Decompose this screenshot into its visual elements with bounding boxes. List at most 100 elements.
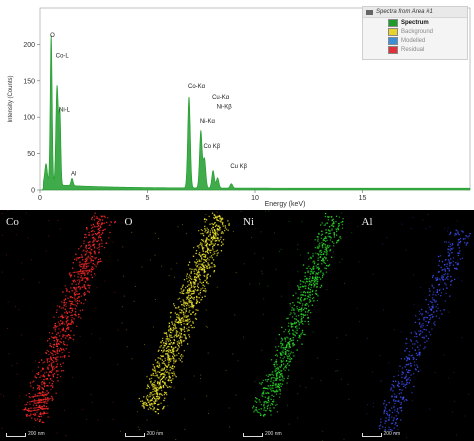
map-noise-dot	[146, 419, 148, 421]
map-signal-dot	[298, 334, 300, 337]
map-signal-dot	[280, 337, 283, 339]
map-signal-dot	[66, 312, 68, 314]
map-signal-dot	[440, 266, 442, 269]
map-signal-dot	[457, 233, 459, 235]
map-signal-dot	[225, 228, 227, 230]
legend-title: Spectra from Area #1	[376, 9, 433, 15]
map-signal-dot	[298, 314, 300, 317]
map-signal-dot	[165, 377, 167, 379]
map-signal-dot	[202, 290, 204, 292]
map-signal-dot	[97, 224, 99, 226]
map-signal-dot	[71, 301, 73, 303]
map-signal-dot	[159, 393, 161, 395]
map-signal-dot	[224, 225, 226, 227]
map-signal-dot	[200, 229, 202, 231]
map-signal-dot	[399, 403, 402, 405]
map-signal-dot	[72, 280, 74, 282]
map-signal-dot	[190, 286, 192, 289]
map-noise-dot	[398, 402, 400, 403]
map-signal-dot	[445, 277, 447, 279]
map-signal-dot	[172, 349, 174, 351]
map-signal-dot	[185, 304, 187, 307]
map-signal-dot	[214, 243, 216, 245]
map-signal-dot	[172, 362, 174, 364]
map-signal-dot	[173, 366, 175, 368]
map-noise-dot	[112, 241, 114, 243]
legend-item-modelled[interactable]: Modelled	[363, 36, 467, 45]
map-signal-dot	[418, 318, 420, 320]
map-signal-dot	[211, 249, 214, 251]
map-signal-dot	[391, 390, 394, 392]
map-signal-dot	[73, 287, 75, 289]
scale-bar-text: 200 nm	[383, 431, 401, 437]
map-noise-dot	[275, 268, 277, 270]
map-signal-dot	[70, 295, 72, 298]
map-signal-dot	[187, 276, 189, 278]
map-signal-dot	[190, 290, 192, 293]
map-signal-dot	[164, 359, 166, 361]
map-signal-dot	[35, 377, 37, 379]
map-signal-dot	[466, 242, 468, 244]
map-signal-dot	[179, 355, 181, 357]
map-signal-dot	[308, 265, 310, 268]
map-noise-dot	[22, 278, 24, 280]
map-signal-dot	[56, 305, 59, 307]
legend-item-background[interactable]: Background	[363, 27, 467, 36]
map-signal-dot	[36, 372, 38, 375]
map-signal-dot	[189, 320, 191, 322]
map-signal-dot	[195, 269, 197, 272]
map-signal-dot	[325, 222, 327, 224]
map-signal-dot	[263, 409, 265, 411]
legend-item-spectrum[interactable]: Spectrum	[363, 18, 467, 27]
map-signal-dot	[317, 263, 319, 266]
map-signal-dot	[260, 404, 263, 406]
map-signal-dot	[74, 295, 76, 297]
collapse-icon[interactable]	[366, 9, 373, 15]
map-signal-dot	[458, 247, 460, 249]
map-signal-dot	[85, 246, 87, 248]
map-noise-dot	[170, 268, 172, 270]
map-noise-dot	[121, 322, 122, 324]
map-signal-dot	[215, 254, 218, 257]
map-signal-dot	[89, 244, 91, 246]
map-signal-dot	[182, 304, 184, 306]
map-signal-dot	[196, 285, 198, 287]
map-signal-dot	[219, 236, 222, 238]
map-signal-dot	[98, 232, 100, 234]
map-noise-dot	[16, 362, 18, 364]
map-signal-dot	[313, 278, 316, 280]
map-signal-dot	[161, 355, 163, 357]
map-signal-dot	[80, 245, 83, 247]
map-signal-dot	[397, 400, 399, 402]
map-signal-dot	[414, 315, 416, 317]
map-noise-dot	[185, 233, 187, 235]
map-signal-dot	[38, 399, 40, 402]
map-signal-dot	[110, 221, 112, 223]
map-signal-dot	[163, 368, 165, 370]
map-signal-dot	[186, 281, 188, 283]
map-noise-dot	[448, 266, 450, 268]
map-signal-dot	[171, 323, 173, 325]
map-noise-dot	[49, 342, 51, 344]
map-noise-dot	[25, 212, 27, 214]
map-signal-dot	[259, 401, 261, 403]
map-signal-dot	[80, 275, 82, 277]
map-signal-dot	[203, 290, 205, 292]
map-signal-dot	[72, 308, 74, 310]
map-noise-dot	[312, 331, 314, 333]
map-signal-dot	[86, 266, 88, 268]
map-signal-dot	[293, 308, 295, 310]
map-signal-dot	[183, 330, 185, 333]
map-noise-dot	[351, 232, 353, 234]
map-signal-dot	[29, 410, 31, 412]
map-signal-dot	[193, 290, 195, 292]
map-signal-dot	[187, 334, 189, 336]
map-signal-dot	[309, 300, 312, 302]
map-signal-dot	[101, 245, 103, 247]
map-signal-dot	[55, 392, 57, 394]
legend-header[interactable]: Spectra from Area #1	[363, 7, 467, 18]
legend-item-residual[interactable]: Residual	[363, 45, 467, 54]
map-signal-dot	[441, 261, 443, 263]
map-signal-dot	[207, 283, 209, 285]
map-signal-dot	[163, 345, 165, 347]
